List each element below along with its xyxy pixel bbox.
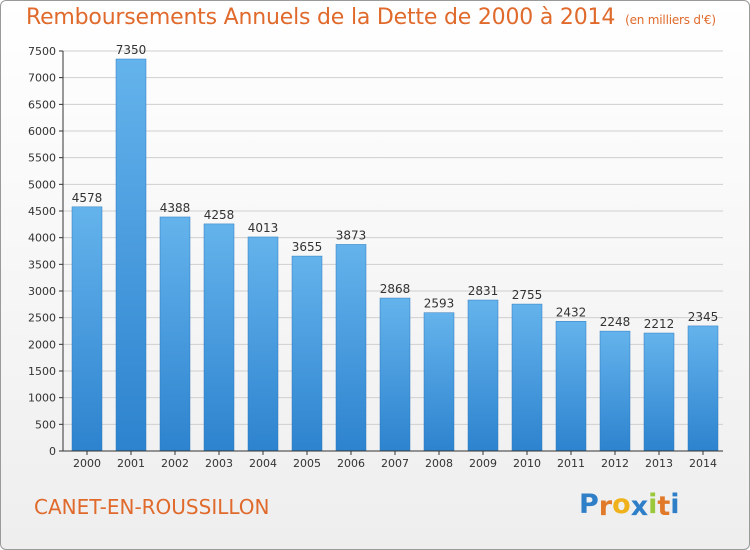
- data-label-2004: 4013: [248, 221, 279, 235]
- y-tick-label: 0: [49, 445, 56, 458]
- y-tick-label: 6000: [28, 125, 56, 138]
- x-tick-label: 2006: [337, 457, 365, 470]
- x-tick-label: 2008: [425, 457, 453, 470]
- logo-letter: P: [579, 489, 599, 520]
- bar-2008: [423, 312, 455, 452]
- data-label-2012: 2248: [600, 315, 631, 329]
- data-label-2003: 4258: [204, 208, 235, 222]
- x-tick-label: 2013: [645, 457, 673, 470]
- bar-2006: [335, 244, 367, 452]
- bar-2000: [71, 206, 103, 452]
- x-tick-label: 2009: [469, 457, 497, 470]
- logo-letter: o: [612, 489, 631, 520]
- bar-2005: [291, 255, 323, 452]
- city-name: CANET-EN-ROUSSILLON: [34, 495, 270, 519]
- logo-letter: i: [648, 489, 658, 520]
- x-tick-label: 2002: [161, 457, 189, 470]
- bar-2004: [247, 236, 279, 452]
- data-label-2001: 7350: [116, 43, 147, 57]
- y-tick-label: 1500: [28, 365, 56, 378]
- data-label-2000: 4578: [72, 191, 103, 205]
- bar-2009: [467, 299, 499, 452]
- y-tick-label: 2500: [28, 312, 56, 325]
- y-tick-label: 7500: [28, 45, 56, 58]
- bar-2001: [115, 58, 147, 452]
- chart-title-text: Remboursements Annuels de la Dette de 20…: [26, 5, 616, 30]
- bar-2007: [379, 297, 411, 452]
- bars: 4578 7350 4388 4258 4013 3655 3873 2868 2593 2831…: [71, 43, 719, 452]
- y-tick-label: 6500: [28, 98, 56, 111]
- x-tick-label: 2014: [689, 457, 717, 470]
- axes: 0 500 1000 1500 2000 2500 3000 3500 4000 4500 5000…: [28, 45, 723, 470]
- bar-2002: [159, 216, 191, 452]
- data-label-2006: 3873: [336, 228, 367, 242]
- x-tick-label: 2001: [117, 457, 145, 470]
- y-tick-label: 4000: [28, 232, 56, 245]
- x-tick-label: 2012: [601, 457, 629, 470]
- x-tick-label: 2007: [381, 457, 409, 470]
- y-tick-label: 1000: [28, 392, 56, 405]
- x-tick-label: 2003: [205, 457, 233, 470]
- y-tick-label: 5000: [28, 178, 56, 191]
- bar-2013: [643, 332, 675, 452]
- y-tick-label: 2000: [28, 338, 56, 351]
- chart-title: Remboursements Annuels de la Dette de 20…: [26, 5, 716, 30]
- bar-2014: [687, 325, 719, 452]
- chart-subtitle: (en milliers d'€): [625, 13, 716, 27]
- bar-2012: [599, 330, 631, 452]
- data-label-2009: 2831: [468, 284, 499, 298]
- data-label-2007: 2868: [380, 282, 411, 296]
- y-tick-label: 3500: [28, 258, 56, 271]
- y-tick-label: 4500: [28, 205, 56, 218]
- data-label-2014: 2345: [688, 310, 719, 324]
- bar-2003: [203, 223, 235, 452]
- data-label-2005: 3655: [292, 240, 323, 254]
- data-label-2010: 2755: [512, 288, 543, 302]
- bar-2011: [555, 321, 587, 452]
- x-tick-label: 2011: [557, 457, 585, 470]
- data-label-2002: 4388: [160, 201, 191, 215]
- data-label-2008: 2593: [424, 297, 455, 311]
- y-tick-label: 500: [35, 418, 56, 431]
- logo-letter: r: [598, 491, 613, 522]
- data-label-2013: 2212: [644, 317, 675, 331]
- logo-letter: i: [670, 489, 680, 520]
- x-tick-label: 2004: [249, 457, 277, 470]
- logo-letter: t: [657, 491, 671, 522]
- x-tick-label: 2000: [73, 457, 101, 470]
- bar-2010: [511, 303, 543, 452]
- x-tick-label: 2005: [293, 457, 321, 470]
- logo-letter: x: [630, 491, 649, 522]
- data-label-2011: 2432: [556, 305, 587, 319]
- y-tick-label: 3000: [28, 285, 56, 298]
- x-tick-label: 2010: [513, 457, 541, 470]
- proxiti-logo: Proxiti: [579, 489, 680, 522]
- y-tick-label: 7000: [28, 72, 56, 85]
- y-tick-label: 5500: [28, 152, 56, 165]
